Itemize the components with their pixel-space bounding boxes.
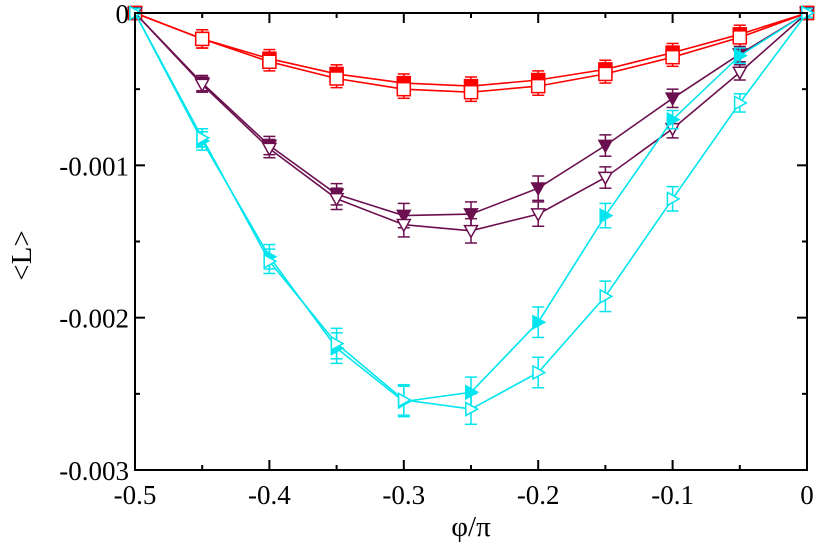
data-point-marker <box>666 111 681 128</box>
data-point-marker <box>196 130 211 146</box>
data-point-marker <box>732 30 748 45</box>
data-point-marker <box>597 139 614 154</box>
x-tick-label: 0 <box>800 480 814 510</box>
data-point-marker <box>194 78 210 93</box>
data-point-marker <box>665 49 680 65</box>
data-point-marker <box>532 314 547 331</box>
x-tick-label: -0.5 <box>114 480 157 510</box>
data-point-marker <box>261 142 278 157</box>
data-point-marker <box>733 95 748 111</box>
x-tick-label: -0.3 <box>382 480 425 510</box>
series-2 <box>127 7 815 229</box>
y-axis-title: <L> <box>6 230 38 280</box>
data-point-marker <box>666 191 681 207</box>
data-point-marker <box>194 31 210 47</box>
data-point-marker <box>599 207 614 224</box>
data-point-marker <box>397 392 412 408</box>
data-point-marker <box>532 364 547 381</box>
x-tick-label: -0.2 <box>517 480 560 510</box>
y-tick-label: -0.003 <box>59 456 129 486</box>
data-point-marker <box>597 171 614 186</box>
data-point-marker <box>262 54 277 69</box>
y-tick-label: -0.001 <box>59 151 129 181</box>
data-point-marker <box>465 401 480 417</box>
data-point-marker <box>530 208 546 223</box>
data-point-marker <box>599 288 614 305</box>
x-tick-label: -0.1 <box>651 480 694 510</box>
data-point-marker <box>396 218 412 233</box>
data-point-marker <box>329 71 344 86</box>
data-point-marker <box>463 208 479 223</box>
ticks-layer: -0.5 -0.4 -0.3 -0.2 -0.1 0 0 -0.001 -0.002 -0.003 <box>59 0 814 510</box>
y-tick-label: -0.002 <box>59 304 129 334</box>
x-tick-label: -0.4 <box>248 480 291 510</box>
data-point-marker <box>396 81 412 97</box>
data-point-marker <box>463 84 479 100</box>
data-point-marker <box>530 182 546 197</box>
y-tick-label: 0 <box>116 0 130 29</box>
data-point-marker <box>732 66 748 81</box>
series-5 <box>129 5 816 426</box>
series-1 <box>127 5 815 103</box>
data-point-marker <box>463 224 479 239</box>
x-axis-title: φ/π <box>451 511 491 543</box>
data-point-marker <box>598 66 613 82</box>
data-point-marker <box>330 335 345 352</box>
data-point-marker <box>328 192 345 207</box>
data-point-marker <box>263 253 278 270</box>
data-point-marker <box>733 47 748 64</box>
data-point-marker <box>530 78 546 94</box>
data-point-marker <box>664 92 681 107</box>
series-layer <box>127 5 816 426</box>
series-0 <box>127 5 815 97</box>
